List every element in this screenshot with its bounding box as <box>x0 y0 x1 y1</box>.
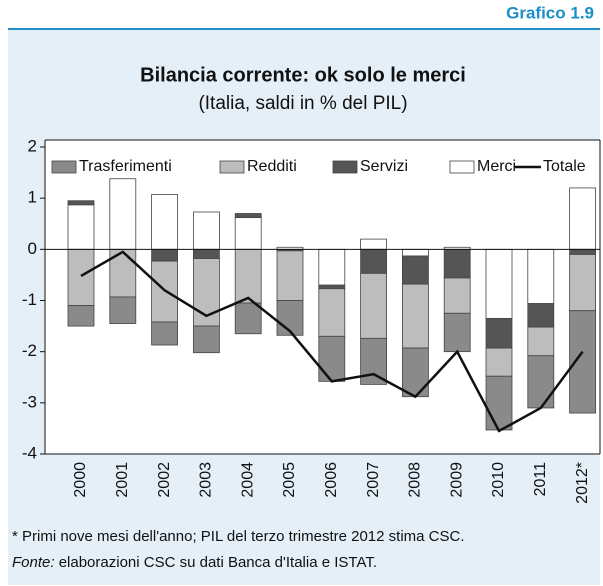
legend-swatch <box>219 160 245 174</box>
bar <box>569 187 596 250</box>
bar <box>109 178 137 250</box>
x-tick-label: 2008 <box>407 462 424 498</box>
bar <box>67 305 95 327</box>
legend-swatch <box>332 160 358 174</box>
x-tick-label: 2005 <box>281 462 298 498</box>
bar <box>192 211 220 250</box>
bar <box>318 284 346 290</box>
bar <box>443 312 471 353</box>
source-label: Fonte: <box>12 554 55 571</box>
chart-title: Bilancia corrente: ok solo le merci <box>140 64 466 86</box>
bar <box>485 248 513 319</box>
bar <box>485 318 513 349</box>
bar <box>109 296 137 324</box>
bar <box>276 300 304 336</box>
bar <box>360 238 388 250</box>
x-tick-label: 2006 <box>323 462 340 498</box>
y-tick-label: -3 <box>22 392 37 411</box>
bar <box>401 347 429 398</box>
bar <box>443 277 471 314</box>
bar <box>318 288 346 337</box>
x-tick-label: 2010 <box>490 462 507 498</box>
bar <box>318 335 346 382</box>
bar <box>234 302 262 335</box>
bar <box>485 375 513 431</box>
x-tick-label: 2002 <box>156 462 173 498</box>
bar <box>276 250 304 301</box>
x-tick-label: 2000 <box>72 462 89 498</box>
y-tick-label: 0 <box>28 239 37 258</box>
bar <box>67 204 95 250</box>
legend-label: Trasferimenti <box>79 158 172 175</box>
legend-swatch <box>51 160 77 174</box>
bar <box>527 355 555 409</box>
footnote: * Primi nove mesi dell'anno; PIL del ter… <box>12 528 465 545</box>
source: Fonte: elaborazioni CSC su dati Banca d'… <box>12 554 377 571</box>
bar <box>401 255 429 285</box>
bar <box>109 248 137 298</box>
legend-label: Redditi <box>247 158 297 175</box>
x-tick-label: 2004 <box>239 462 256 498</box>
bar <box>151 248 179 262</box>
bar <box>360 337 388 385</box>
source-text: elaborazioni CSC su dati Banca d'Italia … <box>55 554 377 571</box>
y-tick-label: -4 <box>22 443 37 462</box>
x-tick-label: 2001 <box>114 462 131 498</box>
legend-swatch <box>449 160 475 174</box>
bar <box>151 194 179 250</box>
y-tick-label: 2 <box>28 136 37 155</box>
y-tick-label: 1 <box>28 188 37 207</box>
bar <box>192 325 220 354</box>
bar <box>360 248 388 274</box>
x-tick-label: 2011 <box>532 462 549 497</box>
bar <box>234 248 262 304</box>
x-tick-label: 2012* <box>574 462 591 504</box>
bar <box>151 321 179 346</box>
bar <box>443 248 471 279</box>
bar <box>569 254 596 312</box>
bar <box>192 248 220 259</box>
bar <box>527 326 555 357</box>
bar <box>67 248 95 307</box>
line <box>80 250 584 433</box>
x-tick-label: 2003 <box>198 462 215 498</box>
bar <box>527 248 555 304</box>
bar <box>360 272 388 339</box>
legend-label: Servizi <box>360 158 408 175</box>
bar <box>569 248 596 255</box>
bar <box>401 283 429 349</box>
x-tick-label: 2007 <box>365 462 382 498</box>
bar <box>234 213 262 219</box>
legend-label: Totale <box>543 158 586 175</box>
chart-subtitle: (Italia, saldi in % del PIL) <box>198 93 407 114</box>
bar <box>234 217 262 250</box>
x-tick-label: 2009 <box>448 462 465 498</box>
bar <box>67 200 95 206</box>
bar <box>527 303 555 328</box>
bar <box>318 248 346 286</box>
legend-label: Merci <box>477 158 516 175</box>
y-tick-label: -1 <box>22 290 37 309</box>
header: Grafico 1.9 <box>506 3 594 22</box>
y-tick-label: -2 <box>22 341 37 360</box>
bar <box>401 248 429 257</box>
bar <box>485 347 513 377</box>
